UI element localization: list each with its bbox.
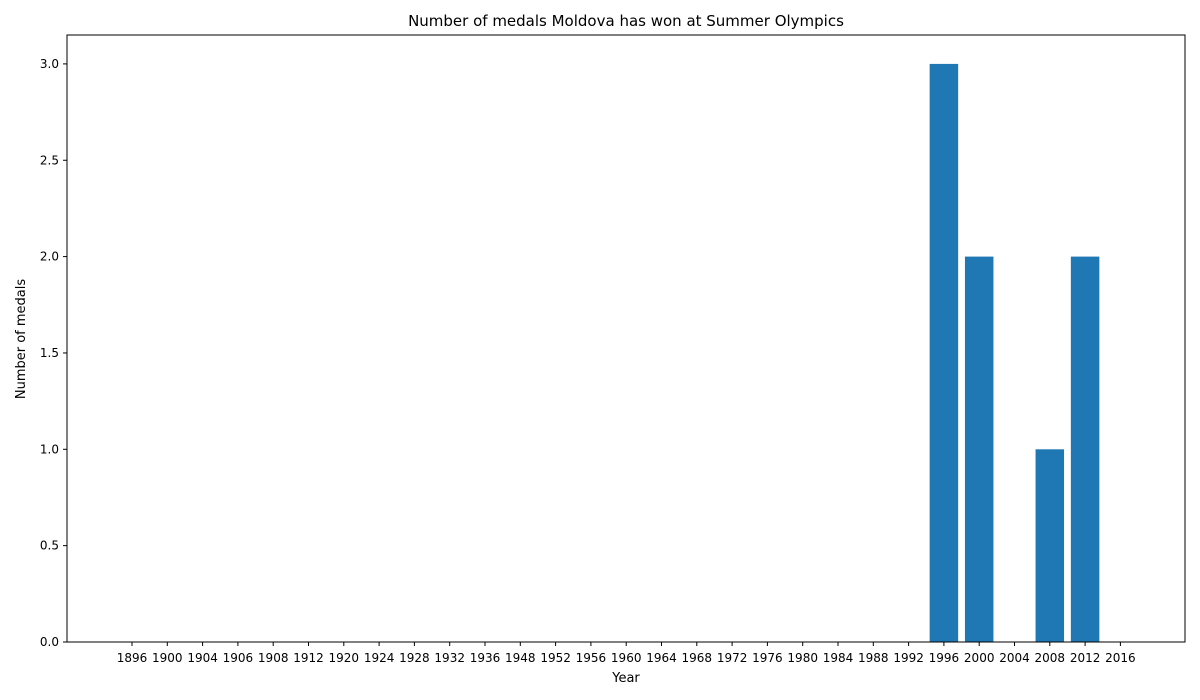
x-axis-ticks: 1896 1900 1904 1906 1908 1912 1920 1924 1928 1932… [117, 642, 1136, 665]
x-tick-label: 1968 [682, 651, 713, 665]
bar-2012 [1070, 256, 1100, 642]
plot-frame [66, 34, 1186, 643]
x-tick-label: 1924 [364, 651, 395, 665]
x-tick-label: 1988 [858, 651, 889, 665]
x-tick-label: 2008 [1035, 651, 1066, 665]
y-tick-label: 2.5 [40, 153, 59, 167]
y-tick-label: 1.0 [40, 442, 59, 456]
x-tick-label: 1920 [329, 651, 360, 665]
y-tick-label: 1.5 [40, 346, 59, 360]
x-tick-label: 2016 [1105, 651, 1136, 665]
y-tick-label: 0.0 [40, 635, 59, 649]
x-tick-label: 1972 [717, 651, 748, 665]
x-tick-label: 1956 [576, 651, 607, 665]
bar-2000 [964, 256, 994, 642]
y-tick-label: 3.0 [40, 57, 59, 71]
x-tick-label: 1984 [823, 651, 854, 665]
x-axis-label: Year [611, 671, 640, 686]
x-tick-label: 2012 [1070, 651, 1101, 665]
y-tick-label: 0.5 [40, 539, 59, 553]
x-tick-label: 1976 [752, 651, 783, 665]
x-tick-label: 1992 [893, 651, 924, 665]
x-tick-label: 1948 [505, 651, 536, 665]
x-tick-label: 1996 [929, 651, 960, 665]
x-tick-label: 1912 [293, 651, 324, 665]
x-tick-label: 1900 [152, 651, 183, 665]
y-axis-label: Number of medals [14, 279, 29, 400]
x-tick-label: 1896 [117, 651, 148, 665]
y-axis-ticks: 0.0 0.5 1.0 1.5 2.0 2.5 3.0 [40, 57, 67, 649]
x-tick-label: 2004 [999, 651, 1030, 665]
x-tick-label: 1906 [223, 651, 254, 665]
x-tick-label: 1952 [540, 651, 571, 665]
x-tick-label: 2000 [964, 651, 995, 665]
bar-2008 [1035, 449, 1065, 642]
x-tick-label: 1932 [434, 651, 465, 665]
bars-group [929, 63, 1100, 642]
x-tick-label: 1908 [258, 651, 289, 665]
bar-1996 [929, 63, 959, 642]
x-tick-label: 1928 [399, 651, 430, 665]
x-tick-label: 1980 [787, 651, 818, 665]
chart-title: Number of medals Moldova has won at Summ… [408, 12, 844, 30]
x-tick-label: 1936 [470, 651, 501, 665]
x-tick-label: 1964 [646, 651, 677, 665]
x-tick-label: 1904 [187, 651, 218, 665]
y-tick-label: 2.0 [40, 250, 59, 264]
x-tick-label: 1960 [611, 651, 642, 665]
